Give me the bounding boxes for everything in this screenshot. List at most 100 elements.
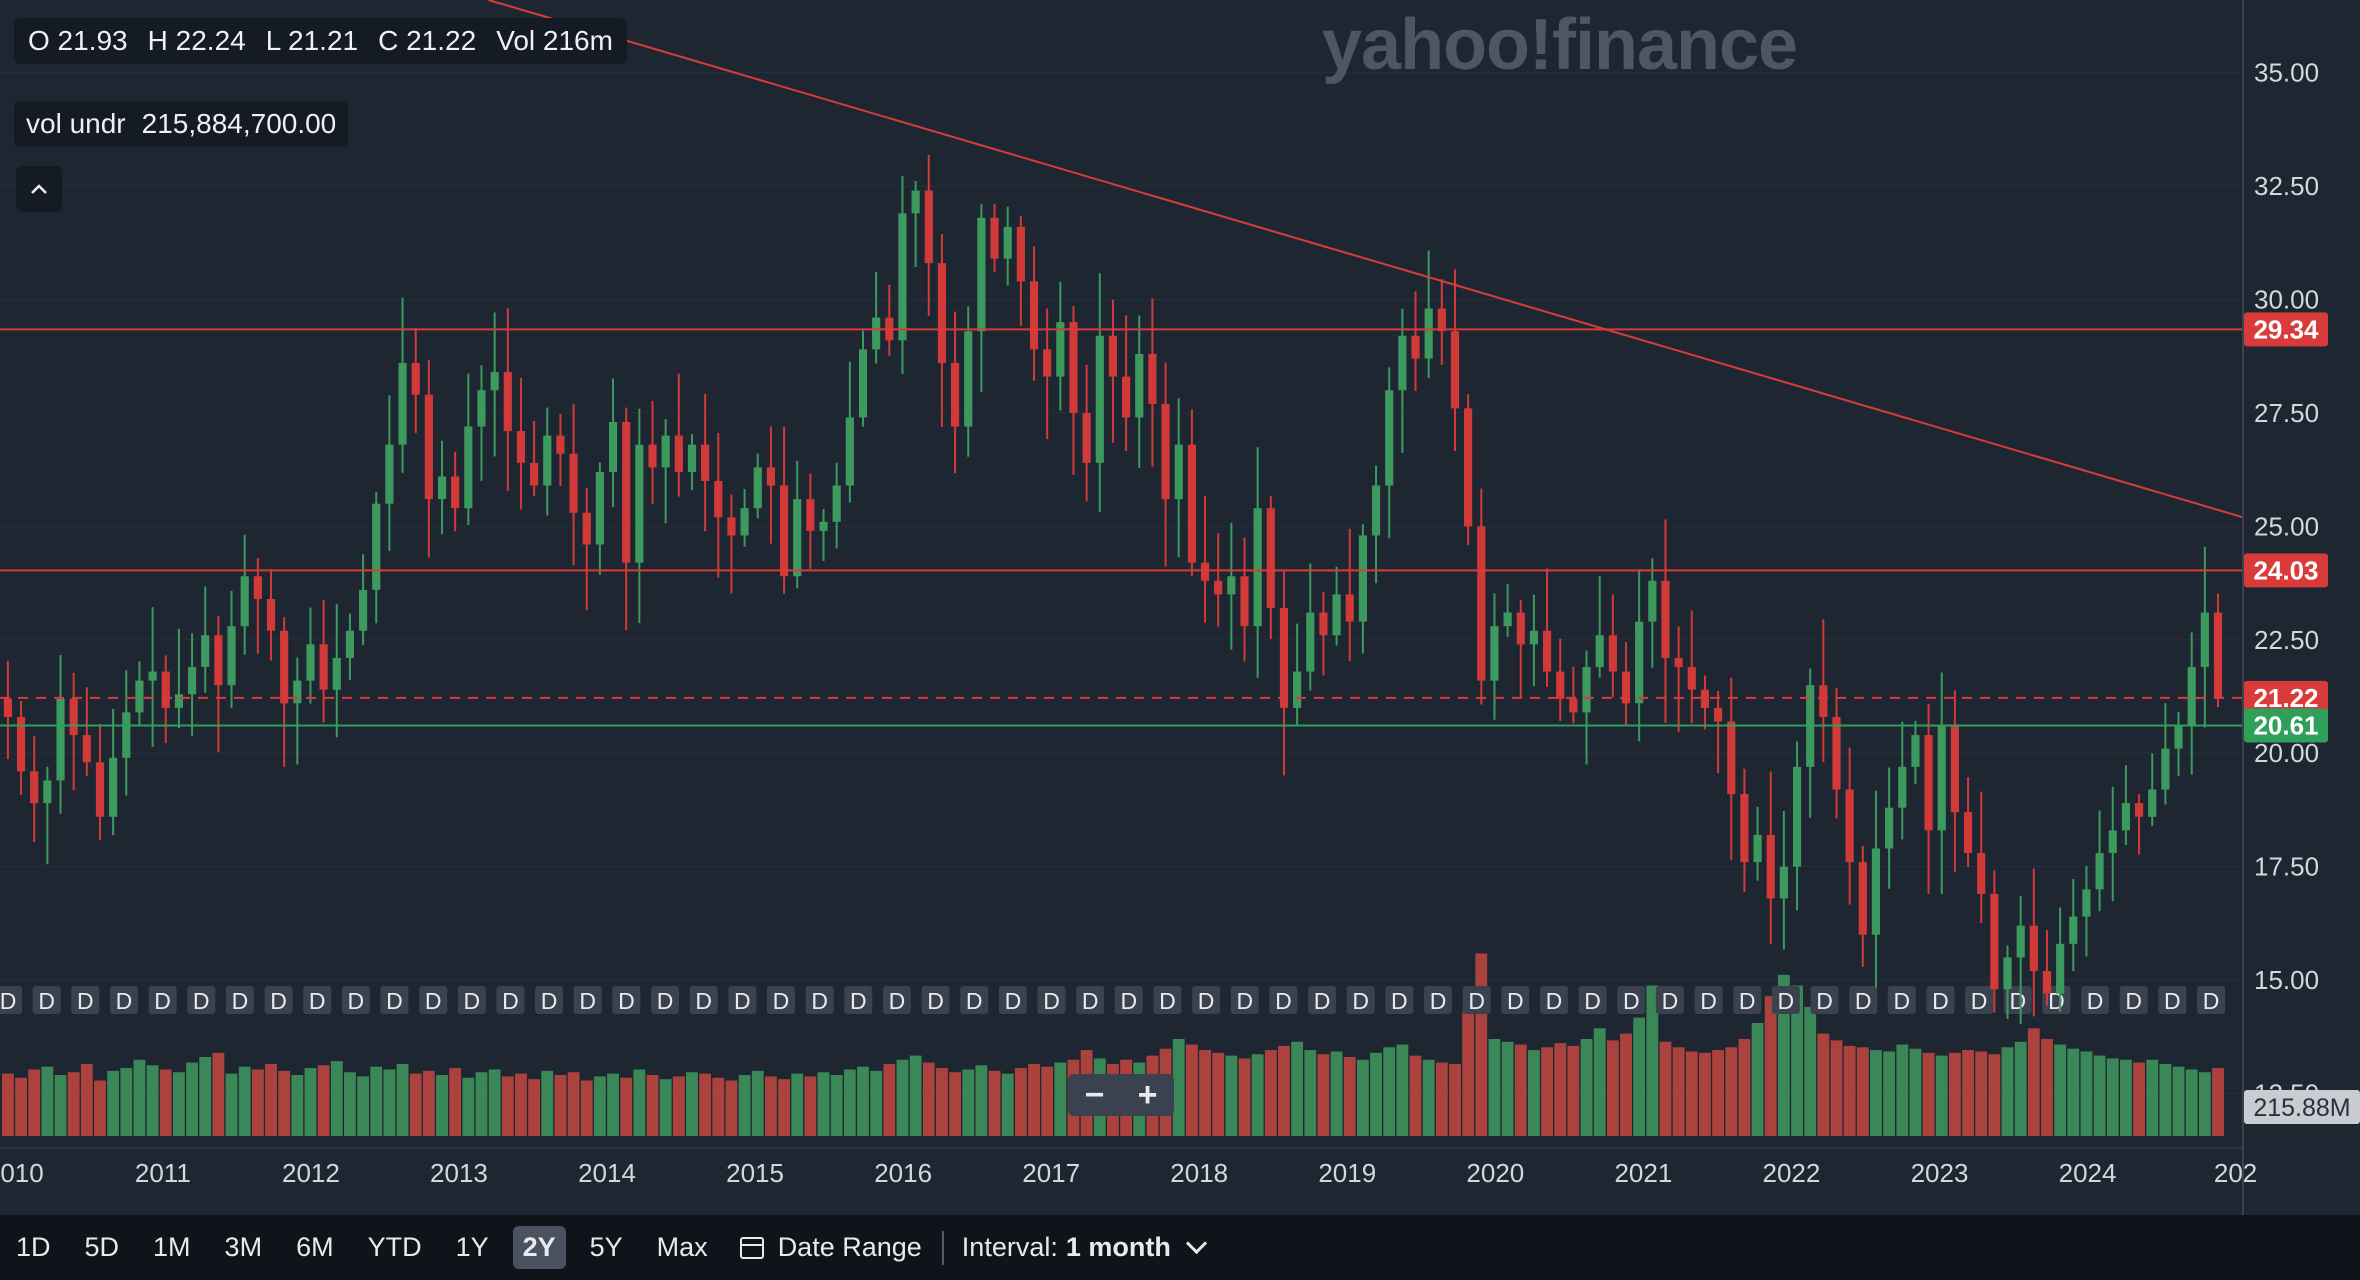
range-3m-button[interactable]: 3M	[224, 1232, 263, 1262]
candle-body	[1635, 621, 1644, 704]
dividend-marker-label: D	[38, 988, 55, 1014]
candle-body	[56, 698, 65, 781]
range-1d-button[interactable]: 1D	[16, 1232, 51, 1262]
candle-body	[964, 331, 973, 427]
dividend-marker-label: D	[1430, 988, 1447, 1014]
range-ytd-button[interactable]: YTD	[367, 1232, 422, 1262]
volume-bar	[488, 1069, 501, 1136]
dividend-marker-box	[689, 986, 718, 1014]
candle-body	[1306, 612, 1315, 672]
candle-body	[319, 644, 328, 690]
volume-bar	[1291, 1041, 1304, 1136]
candle-body	[1898, 766, 1907, 808]
volume-bar	[1883, 1051, 1896, 1136]
range-1m-button[interactable]: 1M	[153, 1232, 191, 1262]
candle-body	[1437, 308, 1446, 332]
range-5y-button[interactable]: 5Y	[589, 1232, 623, 1262]
dividend-marker-label: D	[966, 988, 983, 1014]
candle-body	[1700, 689, 1710, 708]
volume-value: Vol 216m	[496, 25, 613, 56]
candle-body	[2148, 789, 2157, 817]
dividend-marker-label: D	[1236, 988, 1253, 1014]
chevron-down-icon[interactable]	[1185, 1232, 1207, 1255]
zoom-in-button[interactable]: +	[1137, 1075, 1158, 1114]
candle-body	[1990, 893, 1999, 990]
volume-bar	[1370, 1052, 1382, 1136]
candle-body	[2095, 853, 2104, 890]
dividend-marker-box	[0, 986, 22, 1014]
candle-body	[1135, 353, 1144, 418]
volume-bar	[1225, 1055, 1238, 1136]
candle-body	[1727, 721, 1736, 795]
volume-bar	[2001, 1047, 2014, 1136]
dividend-marker-box	[32, 986, 61, 1014]
volume-bar	[1777, 974, 1790, 1136]
candle-body	[490, 372, 499, 391]
candle-body	[1529, 630, 1539, 645]
volume-bar	[278, 1070, 291, 1136]
volume-bar	[1422, 1059, 1435, 1136]
volume-bar	[1817, 1033, 1830, 1136]
volume-bar	[80, 1063, 93, 1136]
volume-bar	[2106, 1058, 2119, 1136]
dividend-marker-label: D	[1275, 988, 1292, 1014]
volume-bar	[2027, 1028, 2040, 1136]
volume-bar	[1343, 1056, 1356, 1136]
volume-bar	[922, 1062, 935, 1136]
dividend-marker-box	[1076, 986, 1105, 1014]
candle-body	[1358, 535, 1367, 622]
range-5d-button[interactable]: 5D	[84, 1232, 120, 1262]
dividend-marker-box	[1269, 986, 1298, 1014]
range-6m-button[interactable]: 6M	[296, 1232, 334, 1262]
dividend-marker-box	[651, 986, 680, 1014]
volume-bar	[804, 1076, 817, 1136]
dividend-marker-label: D	[1507, 988, 1524, 1014]
dividend-marker-label: D	[232, 988, 249, 1014]
candle-body	[2174, 726, 2183, 749]
interval-select[interactable]: 1 month	[1065, 1232, 1171, 1262]
volume-bar	[41, 1066, 54, 1136]
date-range-button[interactable]: Date Range	[739, 1232, 922, 1263]
volume-bar	[712, 1077, 725, 1136]
candle-body	[1240, 576, 1249, 627]
candle-body	[1556, 671, 1565, 699]
dividend-marker-label: D	[695, 988, 712, 1014]
volume-bar	[370, 1066, 383, 1136]
y-tick-label: 17.50	[2254, 852, 2319, 882]
dividend-marker-label: D	[2087, 988, 2104, 1014]
volume-bar	[1488, 1038, 1501, 1136]
volume-bar	[1199, 1050, 1211, 1136]
candle-body	[2082, 889, 2091, 917]
dividend-marker-box	[419, 986, 448, 1014]
candle-body	[161, 671, 170, 708]
candle-body	[1542, 630, 1552, 672]
volume-bar	[15, 1077, 27, 1136]
candle-body	[1371, 485, 1381, 536]
zoom-out-button[interactable]: −	[1084, 1075, 1105, 1114]
volume-bar	[2054, 1044, 2067, 1136]
volume-bar	[936, 1068, 948, 1136]
dividend-marker-label: D	[1546, 988, 1563, 1014]
x-tick-label: 202	[2214, 1158, 2257, 1188]
range-max-button[interactable]: Max	[656, 1232, 708, 1262]
candle-body	[345, 630, 355, 658]
candle-body	[1082, 412, 1091, 463]
y-tick-label: 27.50	[2254, 398, 2319, 428]
volume-bar	[1988, 1054, 2001, 1136]
candle-body	[1398, 335, 1407, 391]
drawn-lines	[0, 0, 2244, 727]
range-2y-button[interactable]: 2Y	[512, 1226, 566, 1269]
calendar-icon	[739, 1236, 764, 1259]
collapse-legend-button[interactable]	[16, 166, 62, 212]
dividend-marker-box	[1655, 986, 1684, 1014]
range-1y-button[interactable]: 1Y	[455, 1232, 489, 1262]
dividend-marker-label: D	[425, 988, 442, 1014]
candle-body	[1029, 281, 1039, 350]
candle-body	[1674, 657, 1683, 668]
candle-body	[2069, 916, 2078, 944]
dividend-marker-label: D	[1893, 988, 1910, 1014]
candle-body	[779, 485, 789, 577]
dividend-marker-box	[1501, 986, 1530, 1014]
candle-body	[2200, 612, 2209, 668]
